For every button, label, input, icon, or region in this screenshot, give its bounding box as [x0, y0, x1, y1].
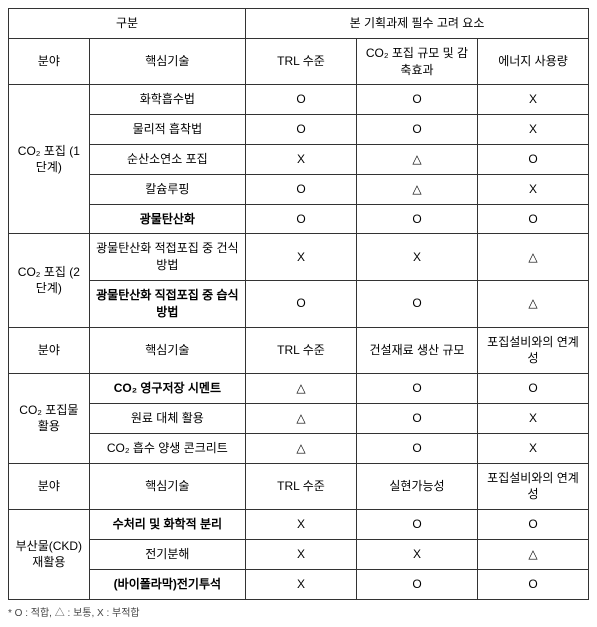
table-cell: (바이폴라막)전기투석	[89, 569, 245, 599]
section3-field: CO₂ 포집물 활용	[9, 374, 90, 463]
table-cell: O	[356, 115, 477, 145]
table-cell: O	[478, 374, 589, 404]
header-gubun: 구분	[9, 9, 246, 39]
table-cell: X	[478, 174, 589, 204]
table-cell: 원료 대체 활용	[89, 403, 245, 433]
table-cell: X	[478, 115, 589, 145]
table-cell: O	[356, 204, 477, 234]
table-cell: X	[478, 433, 589, 463]
table-cell: △	[356, 174, 477, 204]
header-co2scale: CO₂ 포집 규모 및 감축효과	[356, 38, 477, 85]
header-feasibility: 실현가능성	[356, 463, 477, 510]
header-trl: TRL 수준	[246, 38, 357, 85]
table-cell: 칼슘루핑	[89, 174, 245, 204]
table-cell: CO₂ 흡수 양생 콘크리트	[89, 433, 245, 463]
table-cell: △	[246, 374, 357, 404]
table-cell: O	[356, 433, 477, 463]
table-cell: △	[478, 280, 589, 327]
table-cell: X	[246, 510, 357, 540]
header-energy: 에너지 사용량	[478, 38, 589, 85]
table-cell: △	[356, 144, 477, 174]
table-cell: O	[356, 510, 477, 540]
table-cell: △	[478, 234, 589, 281]
table-cell: O	[356, 280, 477, 327]
table-cell: O	[246, 115, 357, 145]
header-trl: TRL 수준	[246, 327, 357, 374]
table-cell: O	[356, 403, 477, 433]
table-cell: X	[246, 569, 357, 599]
section1-field: CO₂ 포집 (1단계)	[9, 85, 90, 234]
table-cell: X	[246, 144, 357, 174]
table-cell: O	[356, 569, 477, 599]
table-cell: △	[246, 403, 357, 433]
table-cell: O	[356, 85, 477, 115]
header-coretech: 핵심기술	[89, 463, 245, 510]
section2-field: CO₂ 포집 (2단계)	[9, 234, 90, 327]
evaluation-table: 구분 본 기획과제 필수 고려 요소 분야 핵심기술 TRL 수준 CO₂ 포집…	[8, 8, 589, 600]
table-cell: O	[246, 204, 357, 234]
table-cell: 광물탄산화 직접포집 중 습식방법	[89, 280, 245, 327]
table-cell: △	[246, 433, 357, 463]
table-cell: X	[356, 234, 477, 281]
table-cell: O	[246, 280, 357, 327]
table-cell: 수처리 및 화학적 분리	[89, 510, 245, 540]
header-coretech: 핵심기술	[89, 38, 245, 85]
table-cell: 물리적 흡착법	[89, 115, 245, 145]
table-cell: 전기분해	[89, 539, 245, 569]
table-cell: X	[246, 234, 357, 281]
section4-field: 부산물(CKD) 재활용	[9, 510, 90, 599]
table-cell: O	[246, 85, 357, 115]
table-cell: 광물탄산화 적접포집 중 건식방법	[89, 234, 245, 281]
header-field: 분야	[9, 327, 90, 374]
footnote: * O : 적합, △ : 보통, X : 부적합	[8, 604, 589, 619]
header-field: 분야	[9, 463, 90, 510]
header-trl: TRL 수준	[246, 463, 357, 510]
table-cell: O	[478, 569, 589, 599]
table-cell: O	[478, 204, 589, 234]
table-cell: CO₂ 영구저장 시멘트	[89, 374, 245, 404]
table-cell: X	[478, 403, 589, 433]
header-linkage: 포집설비와의 연계성	[478, 463, 589, 510]
table-cell: X	[356, 539, 477, 569]
table-cell: 광물탄산화	[89, 204, 245, 234]
table-cell: 순산소연소 포집	[89, 144, 245, 174]
table-cell: X	[478, 85, 589, 115]
table-cell: 화학흡수법	[89, 85, 245, 115]
table-cell: O	[478, 510, 589, 540]
table-cell: O	[478, 144, 589, 174]
header-linkage: 포집설비와의 연계성	[478, 327, 589, 374]
table-cell: X	[246, 539, 357, 569]
table-cell: △	[478, 539, 589, 569]
table-cell: O	[356, 374, 477, 404]
table-cell: O	[246, 174, 357, 204]
header-considerations: 본 기획과제 필수 고려 요소	[246, 9, 589, 39]
header-coretech: 핵심기술	[89, 327, 245, 374]
header-construction: 건설재료 생산 규모	[356, 327, 477, 374]
header-field: 분야	[9, 38, 90, 85]
